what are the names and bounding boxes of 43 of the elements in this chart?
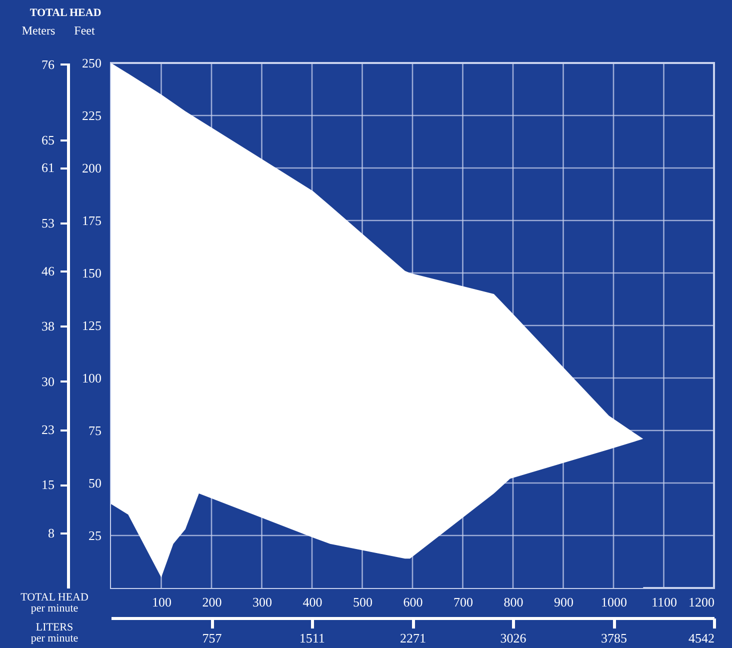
y2-tick-label: 61 (42, 160, 54, 176)
x-tick-label: 800 (504, 594, 524, 610)
x-axis-title: TOTAL HEAD per minute (20, 592, 88, 614)
x-tick-label: 500 (353, 594, 372, 610)
y2-tick-label: 30 (42, 374, 54, 389)
x2-tick-label: 4542 (688, 630, 714, 646)
x2-tick-label: 757 (202, 630, 222, 646)
x-tick-label: 300 (252, 594, 272, 610)
y2-tick-label: 65 (42, 132, 54, 148)
y-tick-label: 25 (88, 528, 102, 543)
y-tick-label: 75 (88, 423, 102, 438)
y2-tick-label: 15 (42, 477, 54, 492)
x-tick-label: 700 (454, 594, 473, 610)
y2-tick-label: 23 (42, 422, 54, 438)
x2-tick-label: 3785 (601, 630, 627, 646)
x2-tick-label: 1511 (299, 630, 325, 646)
y-tick-label: 225 (82, 108, 102, 123)
x-tick-label: 1200 (688, 594, 714, 610)
x-tick-label: 1000 (601, 594, 627, 610)
x2-axis-title: LITERS per minute (30, 622, 78, 644)
x-tick-label: 200 (202, 594, 222, 610)
y-tick-label: 250 (82, 56, 102, 70)
x2-tick-label: 3026 (500, 630, 527, 646)
x-tick-label: 1100 (651, 594, 678, 610)
y2-tick-label: 8 (48, 525, 54, 540)
x-tick-label: 600 (403, 594, 423, 610)
y-axis-title: Feet (74, 24, 96, 38)
x2-tick-label: 2271 (400, 630, 426, 646)
y2-axis-title: Meters (22, 24, 56, 38)
y2-tick-label: 38 (42, 318, 54, 334)
chart-title: TOTAL HEAD (30, 7, 102, 19)
y-tick-label: 100 (82, 370, 102, 386)
y2-tick-label: 46 (42, 264, 55, 279)
y-tick-label: 200 (82, 160, 102, 176)
y2-tick-label: 76 (42, 56, 55, 72)
y-tick-label: 50 (88, 476, 102, 490)
y-tick-label: 175 (82, 213, 102, 228)
y-tick-label: 150 (82, 266, 102, 280)
y2-tick-label: 53 (42, 215, 54, 230)
x-tick-label: 400 (302, 594, 322, 610)
x-tick-label: 100 (152, 594, 172, 610)
x-tick-label: 900 (554, 594, 574, 610)
y-tick-label: 125 (82, 318, 102, 333)
